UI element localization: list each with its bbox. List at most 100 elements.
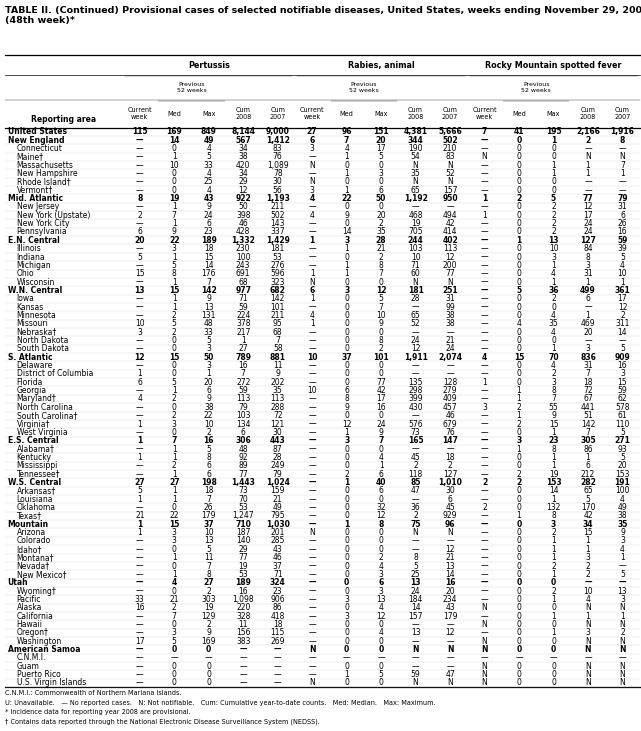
Text: 3: 3 <box>551 252 556 262</box>
Text: 1: 1 <box>517 236 522 245</box>
Text: 0: 0 <box>344 369 349 379</box>
Text: 3: 3 <box>310 144 315 153</box>
Text: —: — <box>584 336 592 345</box>
Text: 21: 21 <box>135 512 144 520</box>
Text: 19: 19 <box>204 603 213 613</box>
Text: 0: 0 <box>172 186 177 194</box>
Text: 2: 2 <box>413 461 418 470</box>
Text: 42: 42 <box>376 386 386 395</box>
Text: —: — <box>308 595 316 604</box>
Text: 22: 22 <box>169 512 179 520</box>
Text: N: N <box>481 645 488 654</box>
Text: 1: 1 <box>172 202 177 211</box>
Text: 2: 2 <box>206 620 211 629</box>
Text: —: — <box>136 578 144 587</box>
Text: 2: 2 <box>551 369 556 379</box>
Text: 7: 7 <box>344 135 349 145</box>
Text: 0: 0 <box>517 503 522 512</box>
Text: 0: 0 <box>344 202 349 211</box>
Text: 52: 52 <box>445 169 455 178</box>
Text: 15: 15 <box>169 353 179 362</box>
Text: 217: 217 <box>236 327 251 337</box>
Text: 184: 184 <box>408 595 423 604</box>
Text: 457: 457 <box>443 403 458 412</box>
Text: 12: 12 <box>376 512 386 520</box>
Text: N: N <box>585 645 591 654</box>
Text: N: N <box>481 662 487 671</box>
Text: 909: 909 <box>615 353 630 362</box>
Text: American Samoa: American Samoa <box>8 645 80 654</box>
Text: 220: 220 <box>236 603 251 613</box>
Text: 1: 1 <box>586 612 590 621</box>
Text: 86: 86 <box>583 444 593 454</box>
Text: 16: 16 <box>203 436 214 445</box>
Text: 151: 151 <box>373 127 389 136</box>
Text: 6: 6 <box>379 486 383 496</box>
Text: 0: 0 <box>344 278 349 287</box>
Text: 53: 53 <box>273 252 283 262</box>
Text: —: — <box>481 286 488 295</box>
Text: 20: 20 <box>445 586 455 596</box>
Text: 9,000: 9,000 <box>266 127 290 136</box>
Text: 1: 1 <box>551 461 556 470</box>
Text: 1: 1 <box>172 486 177 496</box>
Text: 0: 0 <box>344 444 349 454</box>
Text: 7: 7 <box>172 436 177 445</box>
Text: —: — <box>308 378 316 387</box>
Text: —: — <box>446 537 454 545</box>
Text: 0: 0 <box>344 486 349 496</box>
Text: 15: 15 <box>169 520 179 529</box>
Text: N: N <box>447 645 453 654</box>
Text: 0: 0 <box>344 662 349 671</box>
Text: † Contains data reported through the National Electronic Disease Surveillance Sy: † Contains data reported through the Nat… <box>5 719 320 725</box>
Text: 1: 1 <box>137 436 142 445</box>
Text: 2: 2 <box>620 629 625 637</box>
Text: N: N <box>620 678 626 687</box>
Text: 8: 8 <box>551 444 556 454</box>
Text: 41: 41 <box>514 127 524 136</box>
Text: N: N <box>481 152 487 162</box>
Text: —: — <box>584 144 592 153</box>
Text: 143: 143 <box>271 219 285 228</box>
Text: 13: 13 <box>618 586 628 596</box>
Text: 201: 201 <box>271 528 285 537</box>
Text: 31: 31 <box>583 361 593 370</box>
Text: 337: 337 <box>271 227 285 236</box>
Text: 1: 1 <box>137 495 142 504</box>
Text: Kansas: Kansas <box>17 303 44 311</box>
Text: 3: 3 <box>172 629 177 637</box>
Text: —: — <box>481 444 488 454</box>
Text: 118: 118 <box>408 469 422 479</box>
Text: Current
week: Current week <box>300 107 324 120</box>
Text: 1: 1 <box>310 319 315 328</box>
Text: —: — <box>481 553 488 562</box>
Text: —: — <box>308 261 316 270</box>
Text: 8,144: 8,144 <box>231 127 255 136</box>
Text: 211: 211 <box>271 311 285 320</box>
Text: —: — <box>584 186 592 194</box>
Text: 7: 7 <box>379 303 383 311</box>
Text: N: N <box>447 528 453 537</box>
Text: 0: 0 <box>379 202 383 211</box>
Text: 0: 0 <box>172 178 177 186</box>
Text: Tennessee†: Tennessee† <box>17 469 60 479</box>
Text: —: — <box>308 361 316 370</box>
Text: 1: 1 <box>586 545 590 554</box>
Text: 202: 202 <box>271 378 285 387</box>
Text: —: — <box>619 578 626 587</box>
Text: 3: 3 <box>172 244 177 253</box>
Text: Wyoming†: Wyoming† <box>17 586 56 596</box>
Text: —: — <box>481 495 488 504</box>
Text: Oregon†: Oregon† <box>17 629 49 637</box>
Text: —: — <box>412 537 419 545</box>
Text: —: — <box>481 520 488 529</box>
Text: 22: 22 <box>169 236 179 245</box>
Text: —: — <box>308 586 316 596</box>
Text: W.N. Central: W.N. Central <box>8 286 62 295</box>
Text: 0: 0 <box>517 152 522 162</box>
Text: 0: 0 <box>517 670 522 679</box>
Text: —: — <box>308 420 316 428</box>
Text: 0: 0 <box>206 678 211 687</box>
Text: 578: 578 <box>615 403 629 412</box>
Text: 0: 0 <box>517 629 522 637</box>
